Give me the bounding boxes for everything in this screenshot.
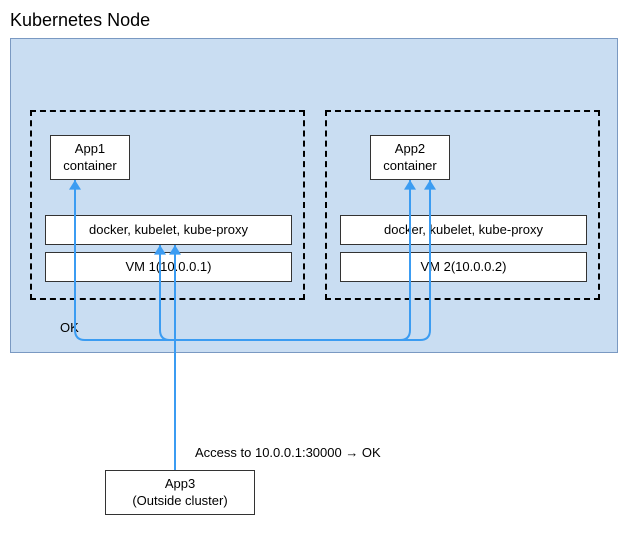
vm2-services-box: docker, kubelet, kube-proxy [340,215,587,245]
vm2-box: VM 2(10.0.0.2) [340,252,587,282]
vm1-box: VM 1(10.0.0.1) [45,252,292,282]
ok-label: OK [60,320,79,335]
app1-container-box: App1container [50,135,130,180]
app2-container-box: App2container [370,135,450,180]
app3-outside-box: App3(Outside cluster) [105,470,255,515]
vm1-services-box: docker, kubelet, kube-proxy [45,215,292,245]
diagram-title: Kubernetes Node [10,10,621,31]
access-label: Access to 10.0.0.1:30000 → OK [195,445,381,460]
